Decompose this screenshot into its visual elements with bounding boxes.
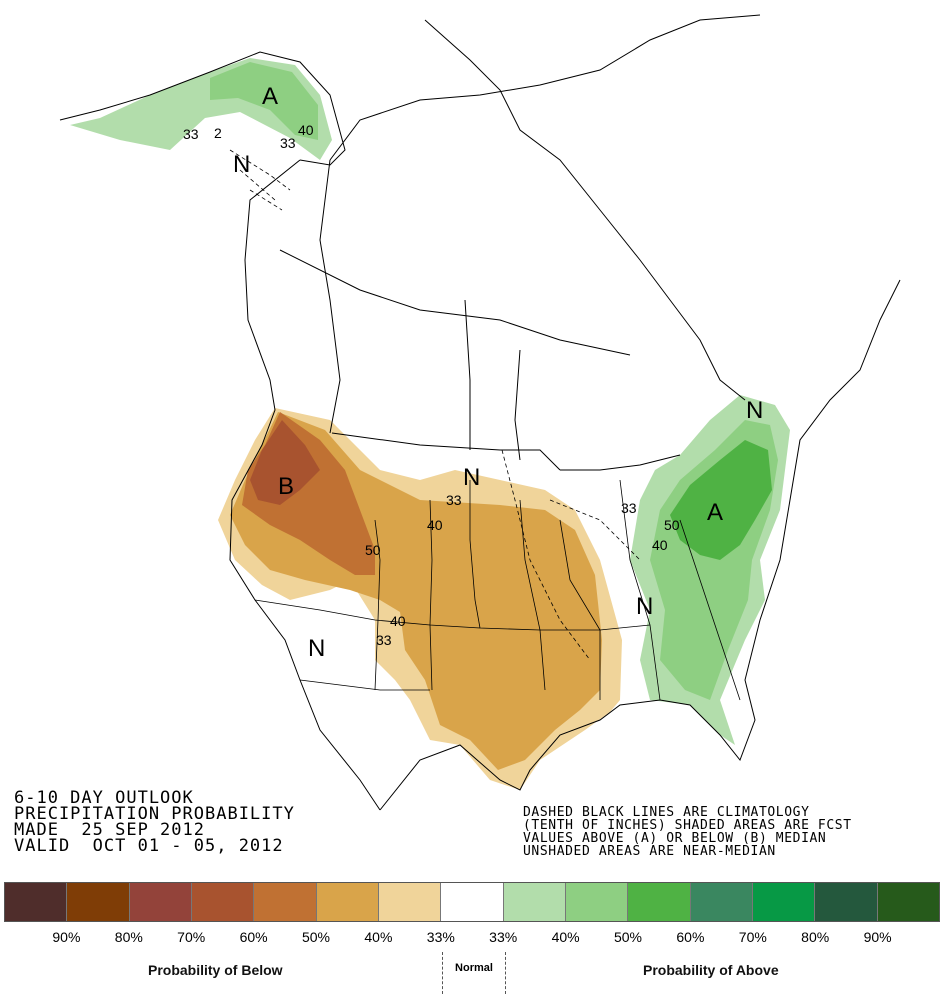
legend-swatch-10 — [628, 883, 691, 921]
contour-label-sw-33: 33 — [376, 632, 392, 648]
west-below-label: B — [278, 473, 294, 500]
northeast-normal-label: N — [746, 397, 763, 424]
outlook-map: A N N N B A N N 33 2 33 40 33 40 50 40 3… — [59, 14, 901, 811]
legend-tick-label: 70% — [177, 929, 206, 945]
legend-swatch-3 — [191, 883, 255, 921]
legend-tick-label: 60% — [239, 929, 268, 945]
contour-label-west-50: 50 — [365, 542, 381, 558]
below-caption: Probability of Below — [148, 962, 283, 978]
legend-swatch-5 — [316, 883, 379, 921]
contour-label-east-33: 33 — [621, 500, 637, 516]
note-line-2: (TENTH OF INCHES) SHADED AREAS ARE FCST — [523, 818, 852, 833]
contour-label-ak-2: 2 — [214, 125, 222, 141]
contour-label-ak-40: 40 — [298, 122, 314, 138]
shaded-regions — [70, 58, 790, 790]
legend-swatch-4 — [254, 883, 317, 921]
east-above-label: A — [707, 499, 723, 526]
contour-label-ak-33b: 33 — [280, 135, 296, 151]
legend-swatch-13 — [815, 883, 878, 921]
geography-outlines — [59, 14, 901, 811]
legend-color-bar — [4, 882, 940, 922]
legend-tick-labels: 90% 80% 70% 60% 50% 40% 33% 33% 40% 50% 60% 70% 80% 9… — [0, 929, 946, 947]
legend-tick-label: 40% — [364, 929, 393, 945]
dakota-normal-label: N — [463, 464, 480, 491]
state-lines — [254, 479, 741, 701]
east-above-50 — [670, 440, 772, 560]
above-caption: Probability of Above — [643, 962, 779, 978]
map-note-block: DASHED BLACK LINES ARE CLIMATOLOGY (TENT… — [523, 806, 852, 858]
legend-swatch-12 — [752, 883, 816, 921]
legend-tick-label: 40% — [551, 929, 580, 945]
legend-tick-label: 60% — [676, 929, 705, 945]
alaska-normal-label: N — [233, 151, 250, 178]
legend-tick-label: 33% — [426, 929, 455, 945]
legend-tick-label: 80% — [114, 929, 143, 945]
legend-tick-label: 33% — [489, 929, 518, 945]
outlook-title-block: 6-10 DAY OUTLOOK PRECIPITATION PROBABILI… — [14, 788, 295, 856]
climatology-lines — [229, 149, 641, 661]
legend-swatch-7 — [441, 883, 504, 921]
normal-divider-left — [442, 952, 443, 994]
tennessee-normal-label: N — [636, 593, 653, 620]
alaska-above-40 — [210, 62, 318, 140]
title-line-2: PRECIPITATION PROBABILITY — [14, 804, 295, 824]
legend-tick-label: 50% — [613, 929, 643, 945]
legend-tick-label: 70% — [738, 929, 767, 945]
legend-swatch-11 — [690, 883, 753, 921]
legend-swatch-14 — [877, 883, 939, 921]
contour-label-east-50: 50 — [664, 517, 680, 533]
alaska-above-label: A — [262, 83, 278, 110]
legend-swatch-1 — [67, 883, 130, 921]
title-line-3: MADE 25 SEP 2012 — [14, 820, 205, 840]
contour-label-sw-40: 40 — [390, 613, 406, 629]
legend-tick-label: 90% — [52, 929, 81, 945]
west-below-60 — [250, 420, 320, 505]
note-line-3: VALUES ABOVE (A) OR BELOW (B) MEDIAN — [523, 831, 827, 846]
note-line-1: DASHED BLACK LINES ARE CLIMATOLOGY — [523, 805, 810, 820]
legend-swatch-9 — [565, 883, 629, 921]
contour-label-plains-33: 33 — [446, 492, 462, 508]
contour-labels: 33 2 33 40 33 40 50 40 33 33 50 40 — [183, 122, 680, 648]
title-line-4: VALID OCT 01 - 05, 2012 — [14, 836, 284, 856]
normal-caption: Normal — [455, 962, 493, 974]
title-line-1: 6-10 DAY OUTLOOK — [14, 788, 194, 808]
contour-label-east-40: 40 — [652, 537, 668, 553]
legend-swatch-2 — [129, 883, 192, 921]
legend-tick-label: 90% — [863, 929, 892, 945]
note-line-4: UNSHADED AREAS ARE NEAR-MEDIAN — [523, 844, 776, 859]
legend-tick-label: 50% — [301, 929, 331, 945]
contour-label-plains-40: 40 — [427, 517, 443, 533]
legend-swatch-0 — [5, 883, 68, 921]
legend-swatch-8 — [503, 883, 566, 921]
legend-swatch-6 — [378, 883, 442, 921]
region-labels: A N N N B A N N — [233, 83, 763, 662]
normal-divider-right — [505, 952, 506, 994]
legend-tick-label: 80% — [801, 929, 830, 945]
southwest-normal-label: N — [308, 635, 325, 662]
contour-label-ak-33a: 33 — [183, 126, 199, 142]
